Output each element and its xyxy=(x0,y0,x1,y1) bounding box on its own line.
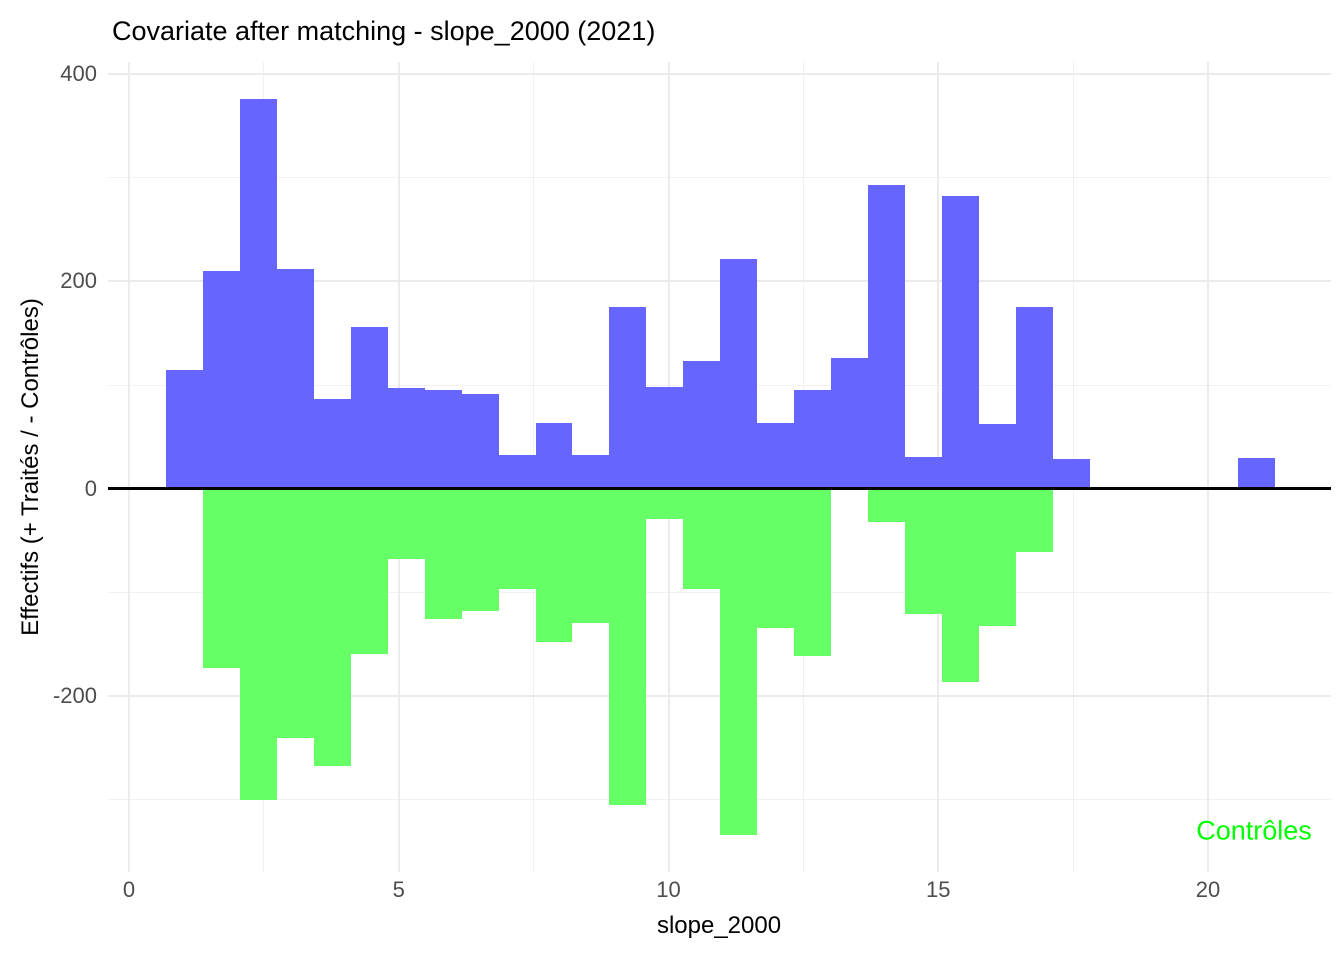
bar-traites xyxy=(350,326,388,489)
y-axis-title: Effectifs (+ Traités / - Contrôles) xyxy=(17,298,44,636)
bar-controles xyxy=(461,488,499,612)
bar-controles xyxy=(683,488,721,590)
bar-traites xyxy=(831,358,869,489)
bar-controles xyxy=(720,488,758,836)
bar-traites xyxy=(942,196,979,489)
bar-controles xyxy=(609,488,647,806)
y-tick-label: 400 xyxy=(60,60,97,86)
y-tick-label: -200 xyxy=(52,683,97,709)
y-major-gridline xyxy=(108,695,1331,698)
x-axis-title: slope_2000 xyxy=(656,912,782,939)
chart-title: Covariate after matching - slope_2000 (2… xyxy=(112,16,656,46)
bar-controles xyxy=(1015,488,1053,553)
x-major-gridline xyxy=(128,62,131,872)
bar-controles xyxy=(350,488,388,654)
bar-controles xyxy=(239,488,277,800)
bar-traites xyxy=(609,307,647,489)
y-tick-label: 0 xyxy=(84,475,97,501)
y-tick-label: 200 xyxy=(60,268,97,294)
bar-traites xyxy=(424,390,462,489)
bar-controles xyxy=(978,488,1016,626)
bar-traites xyxy=(720,258,758,489)
plot-panel xyxy=(108,62,1331,872)
bar-traites xyxy=(646,387,684,489)
bar-controles xyxy=(387,488,425,560)
x-tick-label: 15 xyxy=(926,877,951,902)
bar-traites xyxy=(202,270,240,489)
bar-traites xyxy=(1237,457,1275,489)
bar-controles xyxy=(942,488,979,682)
x-tick-label: 0 xyxy=(122,877,136,902)
bar-controles xyxy=(646,488,684,519)
bar-controles xyxy=(868,488,906,522)
x-tick-label: 10 xyxy=(656,877,681,902)
controles-annotation: Contrôles xyxy=(1196,815,1312,846)
bar-traites xyxy=(905,456,943,489)
bar-traites xyxy=(1052,458,1090,489)
bar-controles xyxy=(498,488,536,590)
y-minor-gridline xyxy=(108,591,1331,593)
bar-traites xyxy=(461,394,499,489)
bar-controles xyxy=(535,488,573,643)
bar-traites xyxy=(239,98,277,489)
bar-controles xyxy=(276,488,314,738)
bar-traites xyxy=(794,390,832,489)
bar-traites xyxy=(978,424,1016,489)
zero-axis-line xyxy=(108,487,1331,491)
bar-traites xyxy=(387,388,425,489)
y-minor-gridline xyxy=(108,799,1331,801)
bar-traites xyxy=(276,268,314,489)
bar-traites xyxy=(572,454,610,489)
x-tick-label: 5 xyxy=(392,877,405,902)
bar-traites xyxy=(683,361,721,489)
x-tick-label: 20 xyxy=(1195,877,1221,902)
bar-traites xyxy=(868,184,906,489)
x-major-gridline xyxy=(1206,62,1209,872)
bar-traites xyxy=(535,423,573,489)
bar-traites xyxy=(1015,307,1053,489)
bar-traites xyxy=(313,398,351,489)
y-minor-gridline xyxy=(108,177,1331,179)
bar-controles xyxy=(572,488,610,623)
y-major-gridline xyxy=(108,72,1331,75)
bar-controles xyxy=(313,488,351,766)
bar-traites xyxy=(498,454,536,489)
bar-controles xyxy=(905,488,943,615)
bar-controles xyxy=(794,488,832,656)
bar-traites xyxy=(757,423,795,489)
bar-controles xyxy=(424,488,462,620)
y-major-gridline xyxy=(108,280,1331,283)
bar-traites xyxy=(165,369,203,489)
bar-controles xyxy=(757,488,795,628)
bar-controles xyxy=(202,488,240,669)
